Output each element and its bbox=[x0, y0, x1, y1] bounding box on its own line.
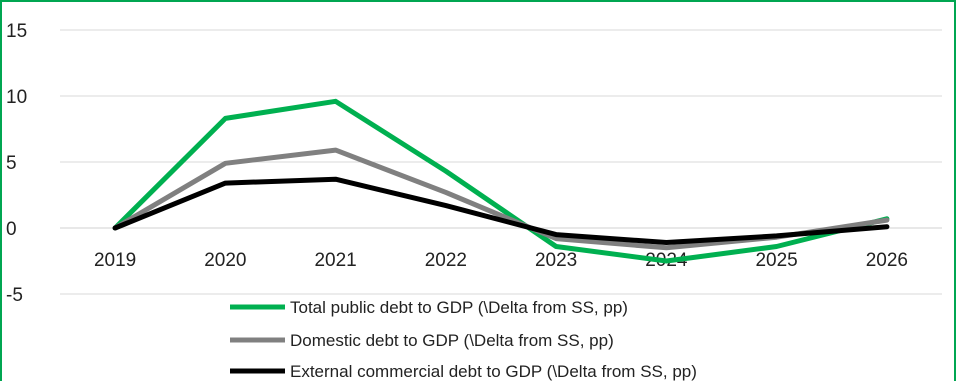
gridlines bbox=[60, 29, 942, 295]
series-line-3 bbox=[112, 176, 890, 245]
x-tick-label: 2020 bbox=[204, 250, 246, 271]
y-tick-label: 0 bbox=[6, 219, 17, 240]
x-tick-label: 2022 bbox=[425, 250, 467, 271]
series-line-1 bbox=[112, 98, 890, 264]
legend-label: External commercial debt to GDP (\Delta … bbox=[290, 362, 697, 381]
legend: Total public debt to GDP (\Delta from SS… bbox=[230, 298, 697, 381]
x-tick-label: 2023 bbox=[535, 250, 577, 271]
legend-label: Total public debt to GDP (\Delta from SS… bbox=[290, 298, 628, 317]
legend-label: Domestic debt to GDP (\Delta from SS, pp… bbox=[290, 331, 614, 350]
x-tick-label: 2021 bbox=[314, 250, 356, 271]
series-lines bbox=[112, 98, 890, 264]
x-tick-label: 2025 bbox=[755, 250, 797, 271]
x-axis-tick-labels: 2019 2020 2021 2022 2023 2024 2025 2026 bbox=[94, 250, 908, 271]
x-tick-label: 2026 bbox=[866, 250, 908, 271]
y-tick-label: 5 bbox=[6, 153, 17, 174]
series-line-2 bbox=[112, 147, 890, 251]
y-tick-label: -5 bbox=[6, 285, 23, 306]
x-tick-label: 2019 bbox=[94, 250, 136, 271]
y-axis-tick-labels: 15 10 5 0 -5 bbox=[6, 21, 27, 306]
y-tick-label: 15 bbox=[6, 21, 27, 42]
y-tick-label: 10 bbox=[6, 87, 27, 108]
